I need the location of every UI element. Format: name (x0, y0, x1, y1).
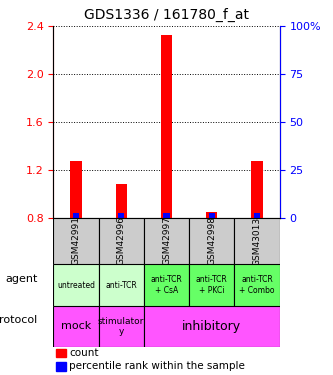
Text: GSM42991: GSM42991 (71, 216, 81, 266)
Text: untreated: untreated (57, 280, 95, 290)
Bar (161, 34, 172, 218)
Bar (99, 264, 144, 306)
Text: agent: agent (5, 274, 37, 284)
Text: GSM42998: GSM42998 (207, 216, 216, 266)
Bar (209, 213, 215, 217)
Text: GSM42996: GSM42996 (117, 216, 126, 266)
Bar (56, 349, 66, 357)
Text: anti-TCR
+ Combo: anti-TCR + Combo (239, 275, 275, 295)
Bar (53, 306, 99, 347)
Bar (73, 213, 79, 217)
Bar (70, 161, 82, 218)
Bar (164, 213, 169, 217)
Bar (118, 213, 124, 217)
Text: anti-TCR
+ CsA: anti-TCR + CsA (151, 275, 182, 295)
Bar (234, 217, 280, 264)
Text: mock: mock (61, 321, 91, 331)
Bar (206, 211, 217, 217)
Bar (144, 264, 189, 306)
Text: stimulator
y: stimulator y (98, 316, 145, 336)
Bar (189, 264, 234, 306)
Text: anti-TCR: anti-TCR (105, 280, 137, 290)
Bar (56, 362, 66, 370)
Bar (144, 306, 280, 347)
Bar (53, 217, 99, 264)
Text: GSM43013: GSM43013 (252, 216, 262, 266)
Bar (116, 184, 127, 218)
Text: anti-TCR
+ PKCi: anti-TCR + PKCi (196, 275, 228, 295)
Text: inhibitory: inhibitory (182, 320, 241, 333)
Text: GSM42997: GSM42997 (162, 216, 171, 266)
Text: count: count (69, 348, 99, 358)
Bar (189, 217, 234, 264)
Text: percentile rank within the sample: percentile rank within the sample (69, 361, 245, 371)
Bar (53, 264, 99, 306)
Bar (99, 217, 144, 264)
Text: protocol: protocol (0, 315, 37, 325)
Bar (251, 161, 263, 218)
Bar (144, 217, 189, 264)
Bar (254, 213, 260, 217)
Title: GDS1336 / 161780_f_at: GDS1336 / 161780_f_at (84, 8, 249, 22)
Bar (234, 264, 280, 306)
Bar (99, 306, 144, 347)
